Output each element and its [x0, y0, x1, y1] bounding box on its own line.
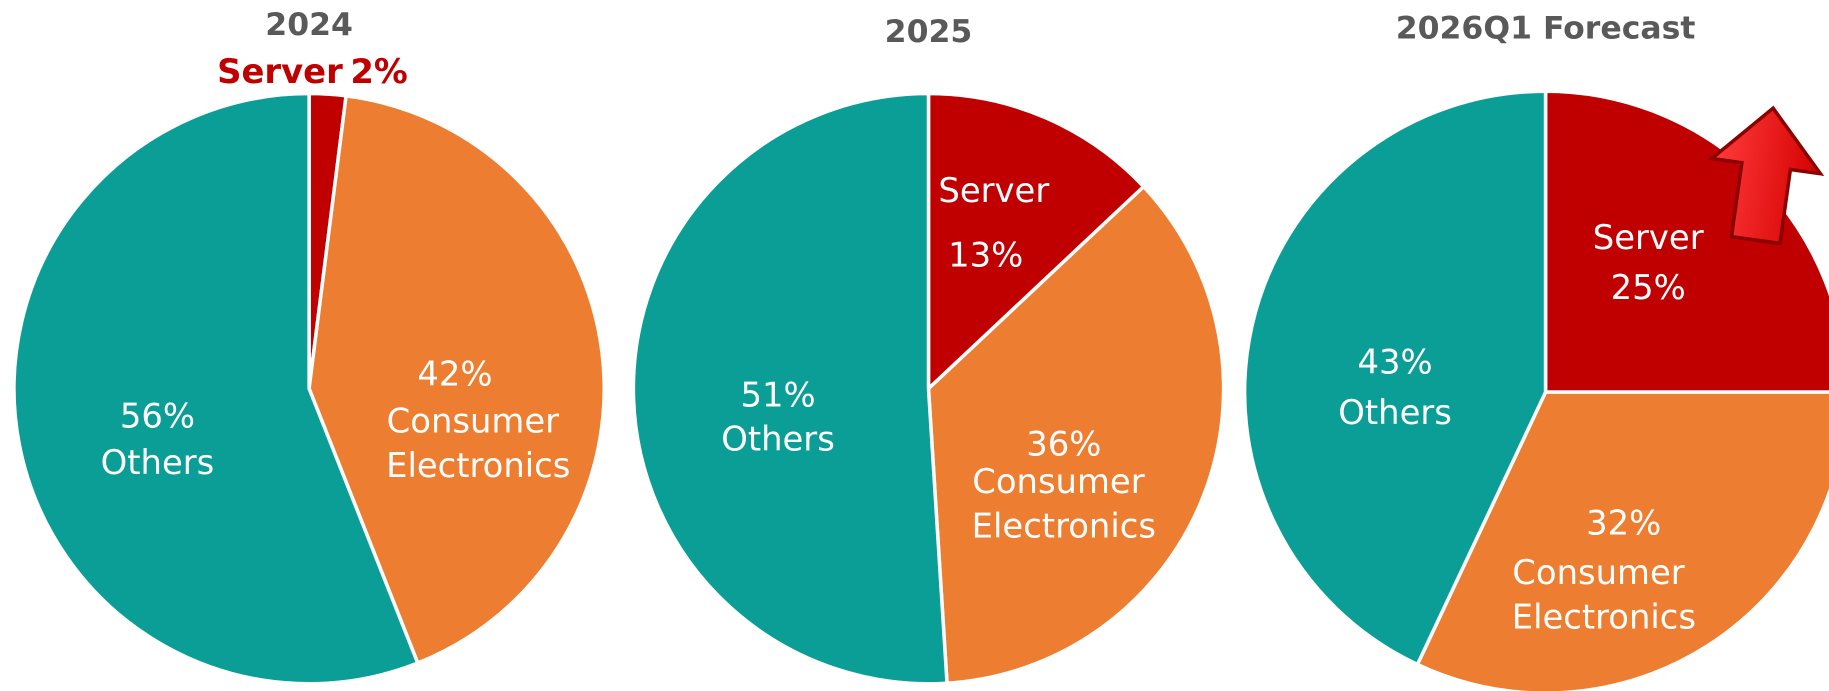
value-label: 2% — [350, 52, 407, 91]
value-label: 51% — [740, 375, 815, 414]
slice-label: Consumer Electronics — [972, 462, 1156, 545]
slice-label: Others — [1338, 393, 1452, 432]
value-label: 25% — [1611, 268, 1686, 307]
slice-label: Server — [938, 171, 1049, 210]
pie-slice — [307, 93, 606, 666]
chart-title: 2024 — [265, 7, 353, 43]
value-label: 56% — [120, 396, 195, 435]
chart-title: 2025 — [885, 14, 973, 50]
pie-slice — [926, 184, 1226, 686]
slice-label: Others — [721, 420, 835, 459]
up-arrow — [1707, 105, 1825, 246]
pie-slice — [631, 91, 949, 686]
slice-label: Server — [1593, 218, 1704, 257]
slice-label: Others — [101, 443, 215, 482]
value-label: 42% — [417, 354, 492, 393]
value-label: 36% — [1026, 424, 1101, 463]
slice-label: Server — [217, 52, 343, 91]
slice-label: Consumer Electronics — [386, 401, 570, 484]
value-label: 13% — [948, 235, 1023, 274]
pie-slice — [926, 91, 1147, 393]
pie-slice — [12, 91, 421, 686]
pie-slice — [1242, 89, 1548, 667]
value-label: 32% — [1586, 504, 1661, 543]
slice-label: Consumer Electronics — [1512, 553, 1696, 636]
pie-slice — [1415, 390, 1829, 691]
value-label: 43% — [1358, 343, 1433, 382]
chart-title: 2026Q1 Forecast — [1396, 10, 1696, 46]
